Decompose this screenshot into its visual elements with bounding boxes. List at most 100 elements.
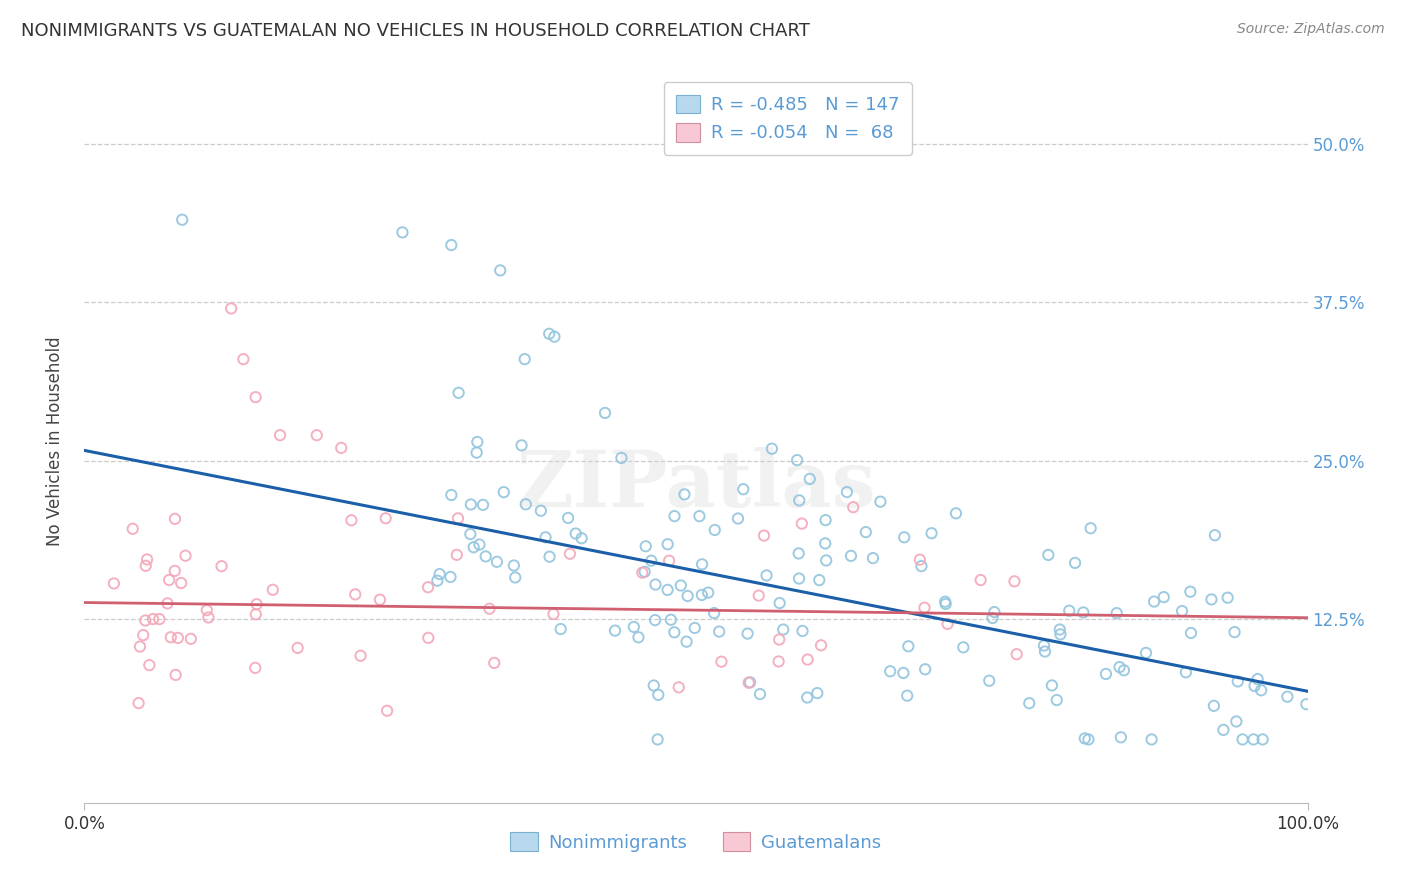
Point: [374, 511, 396, 525]
Point: [1077, 732, 1099, 747]
Point: [979, 673, 1001, 688]
Point: [710, 655, 733, 669]
Point: [697, 585, 720, 599]
Point: [769, 596, 792, 610]
Point: [657, 537, 679, 551]
Point: [1295, 697, 1317, 711]
Point: [787, 546, 810, 560]
Point: [703, 606, 725, 620]
Point: [440, 238, 463, 252]
Point: [157, 573, 180, 587]
Point: [478, 601, 501, 615]
Point: [1180, 584, 1202, 599]
Point: [558, 547, 581, 561]
Point: [534, 530, 557, 544]
Point: [643, 678, 665, 692]
Point: [983, 605, 1005, 619]
Point: [1174, 665, 1197, 680]
Point: [810, 638, 832, 652]
Point: [835, 485, 858, 500]
Point: [489, 263, 512, 277]
Text: NONIMMIGRANTS VS GUATEMALAN NO VEHICLES IN HOUSEHOLD CORRELATION CHART: NONIMMIGRANTS VS GUATEMALAN NO VEHICLES …: [21, 22, 810, 40]
Point: [1074, 731, 1097, 746]
Point: [463, 540, 485, 554]
Point: [658, 554, 681, 568]
Point: [755, 568, 778, 582]
Point: [174, 549, 197, 563]
Point: [740, 675, 762, 690]
Text: Source: ZipAtlas.com: Source: ZipAtlas.com: [1237, 22, 1385, 37]
Point: [1232, 732, 1254, 747]
Point: [855, 525, 877, 540]
Point: [1202, 698, 1225, 713]
Point: [474, 549, 496, 564]
Point: [792, 624, 814, 638]
Point: [1143, 594, 1166, 608]
Point: [219, 301, 242, 316]
Point: [129, 640, 152, 654]
Point: [426, 574, 449, 588]
Point: [262, 582, 284, 597]
Point: [640, 554, 662, 568]
Point: [910, 559, 932, 574]
Point: [787, 493, 810, 508]
Point: [1171, 604, 1194, 618]
Point: [543, 329, 565, 343]
Point: [246, 597, 269, 611]
Point: [893, 665, 915, 680]
Point: [748, 589, 770, 603]
Point: [657, 582, 679, 597]
Point: [647, 732, 669, 747]
Point: [772, 623, 794, 637]
Point: [1140, 732, 1163, 747]
Point: [1073, 606, 1095, 620]
Point: [538, 326, 561, 341]
Point: [513, 352, 536, 367]
Point: [165, 668, 187, 682]
Point: [128, 696, 150, 710]
Point: [647, 688, 669, 702]
Point: [893, 530, 915, 544]
Point: [472, 498, 495, 512]
Point: [103, 576, 125, 591]
Point: [676, 589, 699, 603]
Point: [416, 580, 439, 594]
Point: [1243, 732, 1265, 747]
Point: [914, 662, 936, 676]
Point: [136, 552, 159, 566]
Point: [869, 494, 891, 508]
Point: [1049, 623, 1071, 637]
Point: [634, 539, 657, 553]
Point: [1033, 644, 1056, 658]
Point: [1105, 606, 1128, 620]
Point: [1038, 548, 1060, 562]
Point: [1057, 604, 1080, 618]
Point: [627, 630, 650, 644]
Point: [634, 565, 657, 579]
Point: [1201, 592, 1223, 607]
Point: [1212, 723, 1234, 737]
Point: [814, 536, 837, 550]
Point: [631, 566, 654, 580]
Point: [439, 570, 461, 584]
Point: [447, 385, 470, 400]
Point: [749, 687, 772, 701]
Point: [752, 528, 775, 542]
Point: [492, 485, 515, 500]
Point: [167, 631, 190, 645]
Point: [287, 640, 309, 655]
Point: [170, 576, 193, 591]
Point: [543, 607, 565, 621]
Point: [375, 704, 398, 718]
Point: [815, 553, 838, 567]
Point: [550, 622, 572, 636]
Point: [981, 611, 1004, 625]
Point: [796, 652, 818, 666]
Point: [344, 587, 367, 601]
Point: [1004, 574, 1026, 589]
Point: [862, 551, 884, 566]
Point: [664, 625, 686, 640]
Point: [180, 632, 202, 646]
Point: [502, 558, 524, 573]
Point: [340, 513, 363, 527]
